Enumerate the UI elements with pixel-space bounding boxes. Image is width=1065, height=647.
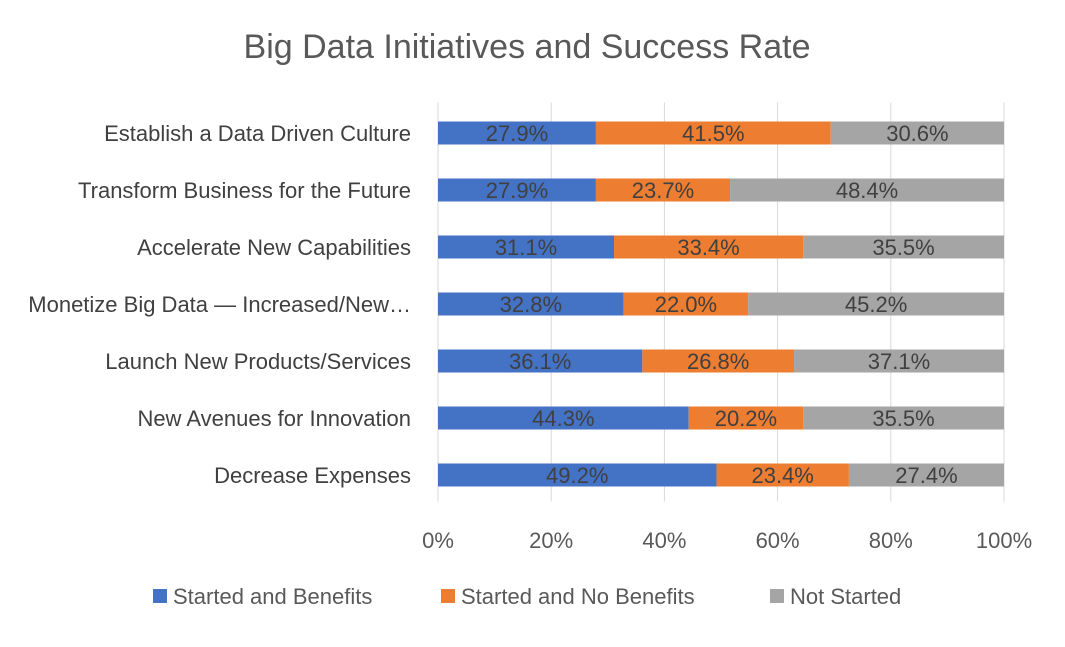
bar-started-and-benefits-4: [438, 292, 624, 316]
legend-swatch-started-and-no-benefits: [441, 589, 455, 603]
legend-swatch-not-started: [770, 589, 784, 603]
x-tick-20: 20%: [529, 528, 573, 553]
category-label-6: New Avenues for Innovation: [137, 406, 411, 431]
data-label-started-and-no-benefits-6: 20.2%: [715, 406, 777, 431]
data-label-started-and-no-benefits-3: 33.4%: [677, 235, 739, 260]
legend: Started and Benefits Started and No Benef…: [153, 584, 901, 609]
bar-started-and-no-benefits-2: [595, 178, 731, 202]
data-label-started-and-no-benefits-2: 23.7%: [632, 178, 694, 203]
bar-not-started-2: [730, 178, 1004, 202]
category-label-3: Accelerate New Capabilities: [137, 235, 411, 260]
data-label-started-and-no-benefits-5: 26.8%: [687, 349, 749, 374]
bar-not-started-7: [848, 463, 1004, 487]
data-label-not-started-6: 35.5%: [872, 406, 934, 431]
legend-item-not-started: Not Started: [770, 584, 901, 609]
chart-title: Big Data Initiatives and Success Rate: [244, 28, 811, 66]
bars: [438, 121, 1004, 487]
data-labels: 27.9% 41.5% 30.6% 27.9% 23.7% 48.4% 31.1% 33.4%…: [486, 121, 958, 488]
data-label-started-and-benefits-6: 44.3%: [532, 406, 594, 431]
bar-started-and-benefits-7: [438, 463, 717, 487]
legend-item-started-and-no-benefits: Started and No Benefits: [441, 584, 695, 609]
category-label-7: Decrease Expenses: [214, 463, 411, 488]
category-label-1: Establish a Data Driven Culture: [104, 121, 411, 146]
legend-label-started-and-benefits: Started and Benefits: [173, 584, 372, 609]
data-label-not-started-7: 27.4%: [895, 463, 957, 488]
legend-swatch-started-and-benefits: [153, 589, 167, 603]
data-label-not-started-3: 35.5%: [872, 235, 934, 260]
bar-started-and-benefits-6: [438, 406, 689, 430]
bar-started-and-no-benefits-5: [642, 349, 795, 373]
x-tick-0: 0%: [422, 528, 454, 553]
data-label-started-and-no-benefits-4: 22.0%: [655, 292, 717, 317]
bar-not-started-5: [794, 349, 1004, 373]
bar-started-and-benefits-2: [438, 178, 596, 202]
bar-not-started-1: [830, 121, 1004, 145]
bar-started-and-no-benefits-4: [623, 292, 749, 316]
data-label-started-and-benefits-3: 31.1%: [495, 235, 557, 260]
bar-not-started-4: [748, 292, 1004, 316]
x-axis-ticks: 0% 20% 40% 60% 80% 100%: [422, 528, 1032, 553]
legend-label-started-and-no-benefits: Started and No Benefits: [461, 584, 695, 609]
data-label-not-started-5: 37.1%: [868, 349, 930, 374]
data-label-not-started-1: 30.6%: [886, 121, 948, 146]
data-label-started-and-benefits-4: 32.8%: [500, 292, 562, 317]
bar-started-and-no-benefits-1: [595, 121, 831, 145]
x-tick-40: 40%: [642, 528, 686, 553]
data-label-started-and-no-benefits-7: 23.4%: [751, 463, 813, 488]
legend-label-not-started: Not Started: [790, 584, 901, 609]
legend-item-started-and-benefits: Started and Benefits: [153, 584, 372, 609]
data-label-started-and-no-benefits-1: 41.5%: [682, 121, 744, 146]
data-label-started-and-benefits-1: 27.9%: [486, 121, 548, 146]
data-label-started-and-benefits-7: 49.2%: [546, 463, 608, 488]
category-label-5: Launch New Products/Services: [105, 349, 411, 374]
data-label-not-started-2: 48.4%: [836, 178, 898, 203]
bar-not-started-6: [803, 406, 1004, 430]
bar-started-and-benefits-5: [438, 349, 643, 373]
bar-started-and-no-benefits-3: [614, 235, 804, 259]
bar-started-and-benefits-1: [438, 121, 596, 145]
category-label-2: Transform Business for the Future: [78, 178, 411, 203]
category-labels: Establish a Data Driven Culture Transform…: [28, 121, 411, 488]
x-tick-60: 60%: [756, 528, 800, 553]
bar-started-and-no-benefits-6: [688, 406, 804, 430]
bar-started-and-benefits-3: [438, 235, 615, 259]
x-tick-100: 100%: [976, 528, 1032, 553]
data-label-started-and-benefits-5: 36.1%: [509, 349, 571, 374]
data-label-started-and-benefits-2: 27.9%: [486, 178, 548, 203]
data-label-not-started-4: 45.2%: [845, 292, 907, 317]
bar-started-and-no-benefits-7: [716, 463, 849, 487]
x-tick-80: 80%: [869, 528, 913, 553]
category-label-4: Monetize Big Data — Increased/New…: [28, 292, 411, 317]
bar-not-started-3: [803, 235, 1004, 259]
